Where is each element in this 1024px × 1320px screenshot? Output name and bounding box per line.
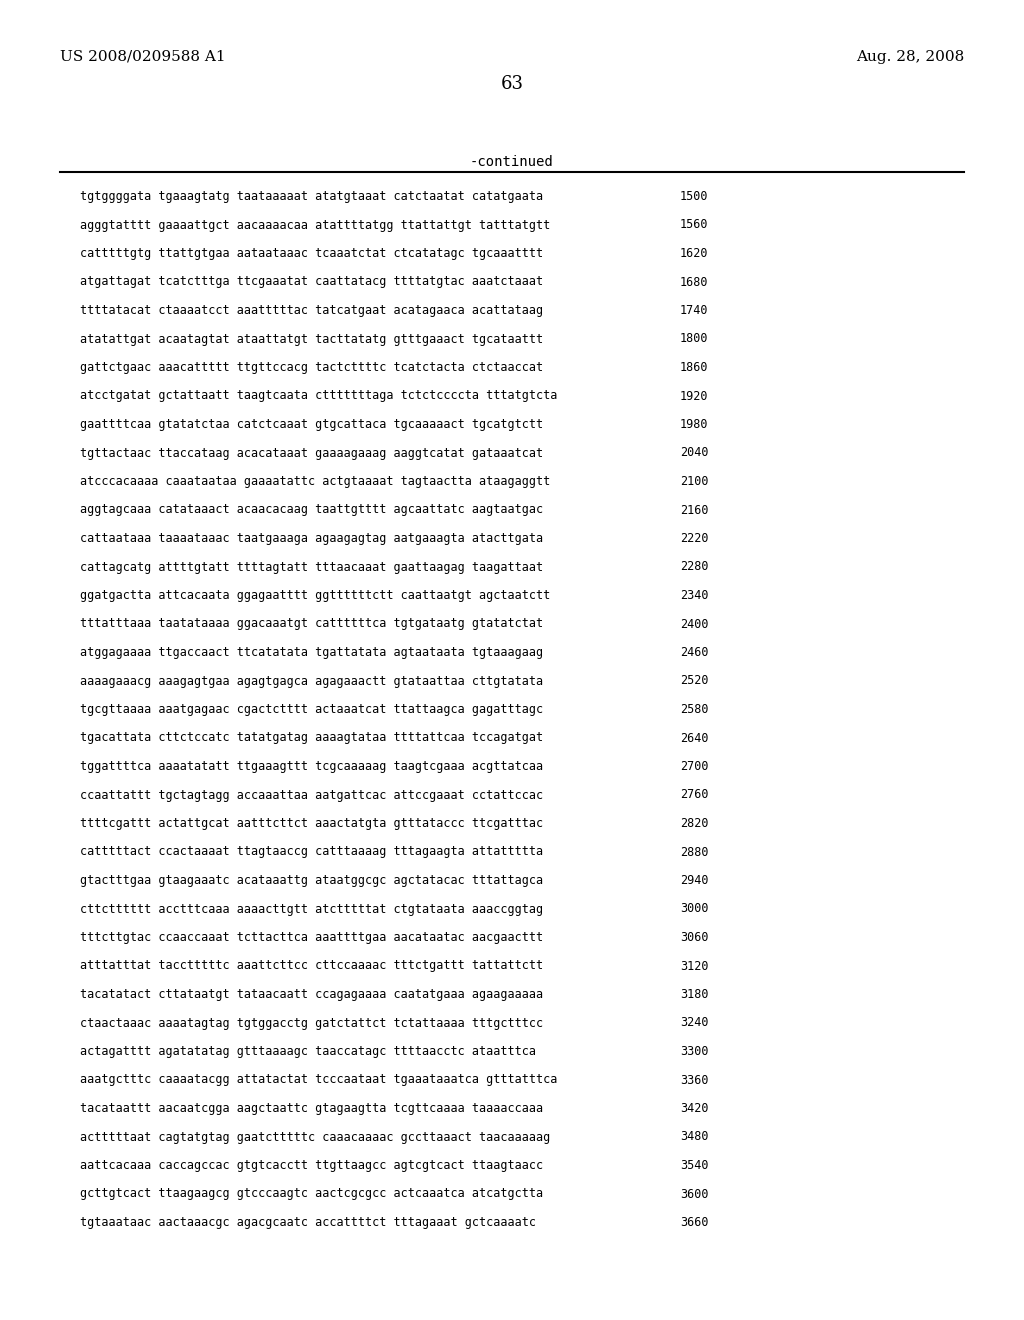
Text: cttctttttt acctttcaaa aaaacttgtt atctttttat ctgtataata aaaccggtag: cttctttttt acctttcaaa aaaacttgtt atctttt… [80,903,543,916]
Text: 3660: 3660 [680,1216,709,1229]
Text: 1920: 1920 [680,389,709,403]
Text: atcccacaaaa caaataataa gaaaatattc actgtaaaat tagtaactta ataagaggtt: atcccacaaaa caaataataa gaaaatattc actgta… [80,475,550,488]
Text: 3240: 3240 [680,1016,709,1030]
Text: 3540: 3540 [680,1159,709,1172]
Text: 2580: 2580 [680,704,709,715]
Text: 3480: 3480 [680,1130,709,1143]
Text: -continued: -continued [470,154,554,169]
Text: tttatttaaa taatataaaa ggacaaatgt cattttttca tgtgataatg gtatatctat: tttatttaaa taatataaaa ggacaaatgt cattttt… [80,618,543,631]
Text: aaatgctttc caaaatacgg attatactat tcccaataat tgaaataaatca gtttatttca: aaatgctttc caaaatacgg attatactat tcccaat… [80,1073,557,1086]
Text: 2520: 2520 [680,675,709,688]
Text: cattaataaa taaaataaac taatgaaaga agaagagtag aatgaaagta atacttgata: cattaataaa taaaataaac taatgaaaga agaagag… [80,532,543,545]
Text: 1680: 1680 [680,276,709,289]
Text: 1560: 1560 [680,219,709,231]
Text: ttttcgattt actattgcat aatttcttct aaactatgta gtttataccc ttcgatttac: ttttcgattt actattgcat aatttcttct aaactat… [80,817,543,830]
Text: ccaattattt tgctagtagg accaaattaa aatgattcac attccgaaat cctattccac: ccaattattt tgctagtagg accaaattaa aatgatt… [80,788,543,801]
Text: ttttatacat ctaaaatcct aaatttttac tatcatgaat acatagaaca acattataag: ttttatacat ctaaaatcct aaatttttac tatcatg… [80,304,543,317]
Text: tacataattt aacaatcgga aagctaattc gtagaagtta tcgttcaaaa taaaaccaaa: tacataattt aacaatcgga aagctaattc gtagaag… [80,1102,543,1115]
Text: 2880: 2880 [680,846,709,858]
Text: tgtggggata tgaaagtatg taataaaaat atatgtaaat catctaatat catatgaata: tgtggggata tgaaagtatg taataaaaat atatgta… [80,190,543,203]
Text: aaaagaaacg aaagagtgaa agagtgagca agagaaactt gtataattaa cttgtatata: aaaagaaacg aaagagtgaa agagtgagca agagaaa… [80,675,543,688]
Text: 2160: 2160 [680,503,709,516]
Text: US 2008/0209588 A1: US 2008/0209588 A1 [60,50,225,63]
Text: cattagcatg attttgtatt ttttagtatt tttaacaaat gaattaagag taagattaat: cattagcatg attttgtatt ttttagtatt tttaaca… [80,561,543,573]
Text: 1860: 1860 [680,360,709,374]
Text: actagatttt agatatatag gtttaaaagc taaccatagc ttttaacctc ataatttca: actagatttt agatatatag gtttaaaagc taaccat… [80,1045,536,1059]
Text: tgcgttaaaa aaatgagaac cgactctttt actaaatcat ttattaagca gagatttagc: tgcgttaaaa aaatgagaac cgactctttt actaaat… [80,704,543,715]
Text: 1800: 1800 [680,333,709,346]
Text: gaattttcaa gtatatctaa catctcaaat gtgcattaca tgcaaaaact tgcatgtctt: gaattttcaa gtatatctaa catctcaaat gtgcatt… [80,418,543,432]
Text: 2100: 2100 [680,475,709,488]
Text: tacatatact cttataatgt tataacaatt ccagagaaaa caatatgaaa agaagaaaaa: tacatatact cttataatgt tataacaatt ccagaga… [80,987,543,1001]
Text: 3420: 3420 [680,1102,709,1115]
Text: 2220: 2220 [680,532,709,545]
Text: 2460: 2460 [680,645,709,659]
Text: 3360: 3360 [680,1073,709,1086]
Text: 3300: 3300 [680,1045,709,1059]
Text: 63: 63 [501,75,523,92]
Text: catttttgtg ttattgtgaa aataataaac tcaaatctat ctcatatagc tgcaaatttt: catttttgtg ttattgtgaa aataataaac tcaaatc… [80,247,543,260]
Text: Aug. 28, 2008: Aug. 28, 2008 [856,50,964,63]
Text: 2640: 2640 [680,731,709,744]
Text: gcttgtcact ttaagaagcg gtcccaagtc aactcgcgcc actcaaatca atcatgctta: gcttgtcact ttaagaagcg gtcccaagtc aactcgc… [80,1188,543,1200]
Text: agggtatttt gaaaattgct aacaaaacaa atattttatgg ttattattgt tatttatgtt: agggtatttt gaaaattgct aacaaaacaa atatttt… [80,219,550,231]
Text: 2340: 2340 [680,589,709,602]
Text: aattcacaaa caccagccac gtgtcacctt ttgttaagcc agtcgtcact ttaagtaacc: aattcacaaa caccagccac gtgtcacctt ttgttaa… [80,1159,543,1172]
Text: atgattagat tcatctttga ttcgaaatat caattatacg ttttatgtac aaatctaaat: atgattagat tcatctttga ttcgaaatat caattat… [80,276,543,289]
Text: tttcttgtac ccaaccaaat tcttacttca aaattttgaa aacataatac aacgaacttt: tttcttgtac ccaaccaaat tcttacttca aaatttt… [80,931,543,944]
Text: actttttaat cagtatgtag gaatctttttc caaacaaaac gccttaaact taacaaaaag: actttttaat cagtatgtag gaatctttttc caaaca… [80,1130,550,1143]
Text: aggtagcaaa catataaact acaacacaag taattgtttt agcaattatc aagtaatgac: aggtagcaaa catataaact acaacacaag taattgt… [80,503,543,516]
Text: 3120: 3120 [680,960,709,973]
Text: 2700: 2700 [680,760,709,774]
Text: tgtaaataac aactaaacgc agacgcaatc accattttct tttagaaat gctcaaaatc: tgtaaataac aactaaacgc agacgcaatc accattt… [80,1216,536,1229]
Text: gtactttgaa gtaagaaatc acataaattg ataatggcgc agctatacac tttattagca: gtactttgaa gtaagaaatc acataaattg ataatgg… [80,874,543,887]
Text: 2040: 2040 [680,446,709,459]
Text: 2280: 2280 [680,561,709,573]
Text: tgacattata cttctccatc tatatgatag aaaagtataa ttttattcaa tccagatgat: tgacattata cttctccatc tatatgatag aaaagta… [80,731,543,744]
Text: tggattttca aaaatatatt ttgaaagttt tcgcaaaaag taagtcgaaa acgttatcaa: tggattttca aaaatatatt ttgaaagttt tcgcaaa… [80,760,543,774]
Text: 2760: 2760 [680,788,709,801]
Text: 1740: 1740 [680,304,709,317]
Text: 3180: 3180 [680,987,709,1001]
Text: 1980: 1980 [680,418,709,432]
Text: atttatttat tacctttttc aaattcttcc cttccaaaac tttctgattt tattattctt: atttatttat tacctttttc aaattcttcc cttccaa… [80,960,543,973]
Text: 3000: 3000 [680,903,709,916]
Text: 3600: 3600 [680,1188,709,1200]
Text: 2940: 2940 [680,874,709,887]
Text: tgttactaac ttaccataag acacataaat gaaaagaaag aaggtcatat gataaatcat: tgttactaac ttaccataag acacataaat gaaaaga… [80,446,543,459]
Text: ctaactaaac aaaatagtag tgtggacctg gatctattct tctattaaaa tttgctttcc: ctaactaaac aaaatagtag tgtggacctg gatctat… [80,1016,543,1030]
Text: atggagaaaa ttgaccaact ttcatatata tgattatata agtaataata tgtaaagaag: atggagaaaa ttgaccaact ttcatatata tgattat… [80,645,543,659]
Text: catttttact ccactaaaat ttagtaaccg catttaaaag tttagaagta attattttta: catttttact ccactaaaat ttagtaaccg catttaa… [80,846,543,858]
Text: 3060: 3060 [680,931,709,944]
Text: atatattgat acaatagtat ataattatgt tacttatatg gtttgaaact tgcataattt: atatattgat acaatagtat ataattatgt tacttat… [80,333,543,346]
Text: 1500: 1500 [680,190,709,203]
Text: 1620: 1620 [680,247,709,260]
Text: 2820: 2820 [680,817,709,830]
Text: 2400: 2400 [680,618,709,631]
Text: gattctgaac aaacattttt ttgttccacg tactcttttc tcatctacta ctctaaccat: gattctgaac aaacattttt ttgttccacg tactctt… [80,360,543,374]
Text: ggatgactta attcacaata ggagaatttt ggttttttctt caattaatgt agctaatctt: ggatgactta attcacaata ggagaatttt ggttttt… [80,589,550,602]
Text: atcctgatat gctattaatt taagtcaata ctttttttaga tctctccccta tttatgtcta: atcctgatat gctattaatt taagtcaata ctttttt… [80,389,557,403]
